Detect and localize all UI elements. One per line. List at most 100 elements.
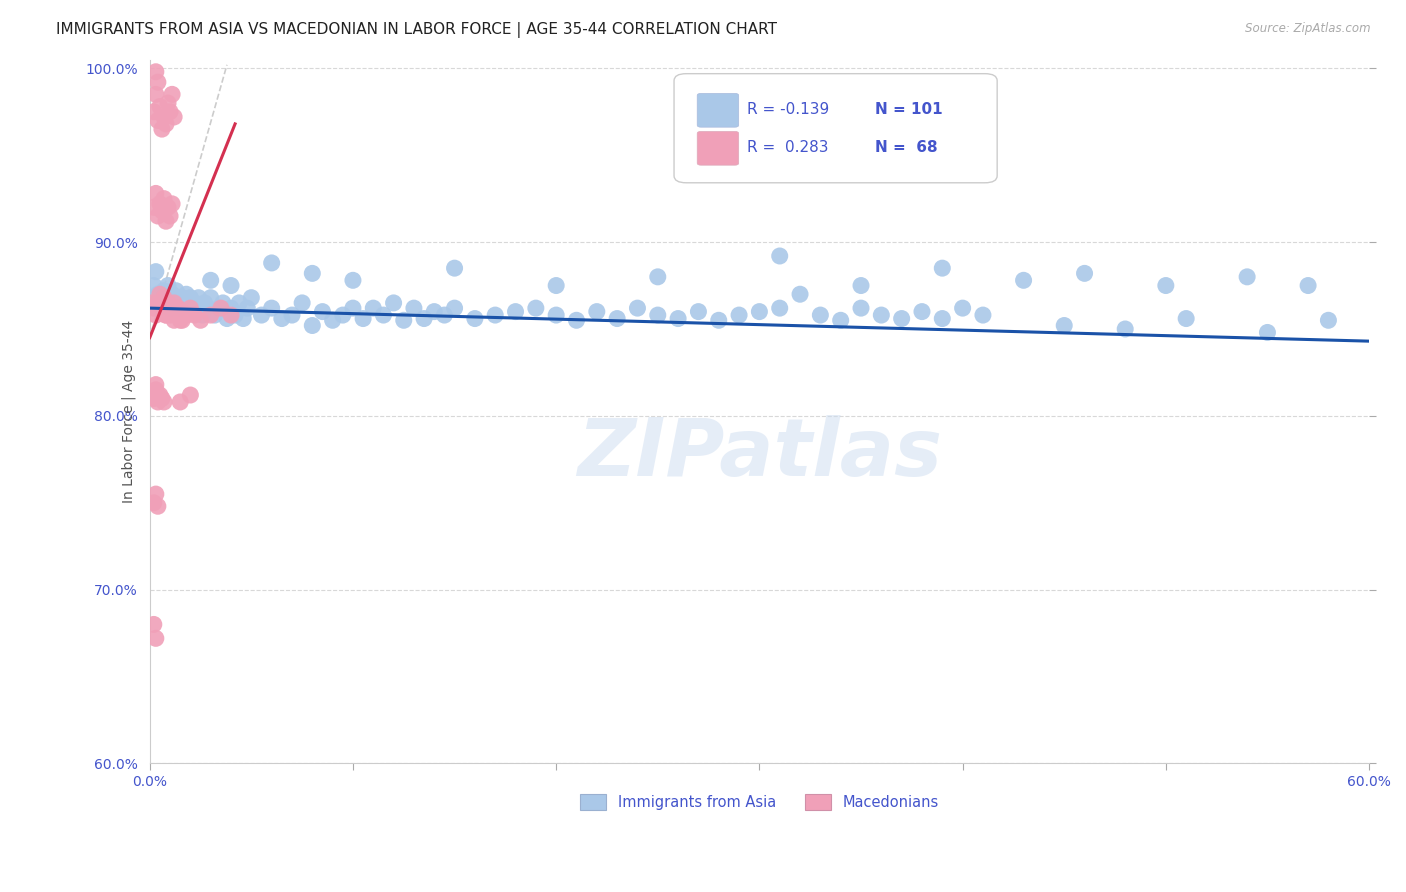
Point <box>146 500 169 514</box>
Point <box>546 278 568 293</box>
Point <box>484 308 506 322</box>
Point <box>200 291 222 305</box>
Point <box>157 278 180 293</box>
Point <box>291 296 314 310</box>
Point <box>224 308 246 322</box>
Point <box>433 308 456 322</box>
Point <box>1114 322 1136 336</box>
Point <box>160 287 183 301</box>
Point <box>146 75 169 89</box>
Point <box>200 308 222 322</box>
Point <box>190 299 212 313</box>
Point <box>728 308 751 322</box>
Point <box>219 308 242 322</box>
Point <box>769 301 792 315</box>
Text: R = -0.139: R = -0.139 <box>747 102 830 117</box>
Point <box>402 301 425 315</box>
Point <box>505 304 527 318</box>
Text: N = 101: N = 101 <box>875 102 943 117</box>
Point <box>145 186 167 201</box>
Point <box>808 308 831 322</box>
Point <box>157 96 180 111</box>
Point <box>342 273 364 287</box>
Point <box>145 64 167 78</box>
Point <box>145 265 167 279</box>
Point <box>187 291 209 305</box>
Point <box>1154 278 1177 293</box>
Point <box>167 301 190 315</box>
Point <box>585 304 607 318</box>
Point <box>179 301 201 315</box>
Point <box>647 269 669 284</box>
Point <box>145 632 167 646</box>
Point <box>146 209 169 223</box>
Point <box>952 301 974 315</box>
Point <box>146 296 169 310</box>
Point <box>186 304 208 318</box>
Point <box>972 308 994 322</box>
Point <box>159 301 181 315</box>
Point <box>204 308 226 322</box>
Point <box>160 301 183 315</box>
Point <box>172 304 194 318</box>
Point <box>149 291 172 305</box>
Point <box>190 313 212 327</box>
Point <box>141 296 163 310</box>
Point <box>1236 269 1258 284</box>
Point <box>149 197 172 211</box>
Point <box>165 284 187 298</box>
Point <box>183 296 205 310</box>
Point <box>565 313 588 327</box>
Point <box>352 311 374 326</box>
Point <box>149 287 172 301</box>
Point <box>1053 318 1076 333</box>
Point <box>146 287 169 301</box>
Point <box>146 395 169 409</box>
Point <box>789 287 811 301</box>
Point <box>163 296 186 310</box>
Point <box>524 301 547 315</box>
Point <box>142 301 165 315</box>
Point <box>145 377 167 392</box>
Point <box>219 278 242 293</box>
Point <box>146 113 169 128</box>
Point <box>179 388 201 402</box>
Point <box>1012 273 1035 287</box>
Point <box>183 308 205 322</box>
Point <box>142 392 165 406</box>
Point <box>443 301 465 315</box>
Point <box>159 301 181 315</box>
Point <box>208 301 231 315</box>
Point <box>260 301 283 315</box>
Point <box>165 308 187 322</box>
Point <box>250 308 273 322</box>
Point <box>301 318 323 333</box>
Point <box>301 266 323 280</box>
Point <box>150 122 173 136</box>
Point <box>176 287 198 301</box>
Point <box>157 296 180 310</box>
Point <box>236 301 259 315</box>
Point <box>155 308 177 322</box>
Text: N =  68: N = 68 <box>875 140 938 155</box>
Point <box>150 296 173 310</box>
Point <box>149 388 172 402</box>
Point <box>163 294 186 309</box>
Point <box>931 261 953 276</box>
Point <box>146 388 169 402</box>
Point <box>149 99 172 113</box>
Legend: Immigrants from Asia, Macedonians: Immigrants from Asia, Macedonians <box>574 789 945 816</box>
Point <box>688 304 710 318</box>
Point <box>169 301 191 315</box>
Point <box>142 278 165 293</box>
Point <box>219 301 242 315</box>
Point <box>150 301 173 315</box>
Point <box>382 296 405 310</box>
Point <box>1175 311 1198 326</box>
Point <box>215 311 238 326</box>
Point <box>173 296 195 310</box>
Point <box>1317 313 1340 327</box>
Point <box>1296 278 1319 293</box>
Text: Source: ZipAtlas.com: Source: ZipAtlas.com <box>1246 22 1371 36</box>
Point <box>142 617 165 632</box>
